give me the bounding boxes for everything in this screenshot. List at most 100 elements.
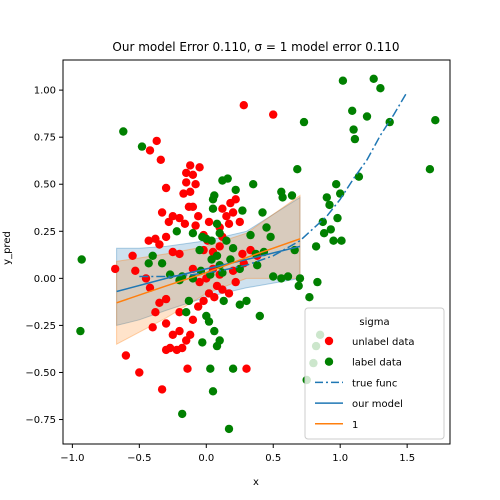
point-unlabel-data <box>183 364 192 373</box>
point-label-data <box>337 236 346 245</box>
point-label-data <box>206 364 215 373</box>
legend-label: label data <box>352 358 402 369</box>
chart-title: Our model Error 0.110, σ = 1 model error… <box>112 40 399 54</box>
point-label-data <box>311 242 321 251</box>
point-label-data <box>322 193 331 202</box>
point-label-data <box>332 180 341 189</box>
point-label-data <box>215 336 224 345</box>
line-our-model <box>116 245 301 293</box>
y-axis: −0.75 −0.50 −0.25 0.00 0.25 0.50 0.75 1.00 <box>25 86 63 426</box>
point-unlabel-data <box>175 326 184 336</box>
point-unlabel-data <box>224 219 234 228</box>
point-unlabel-data <box>231 195 240 204</box>
point-label-data <box>76 326 85 336</box>
point-unlabel-data <box>155 240 164 249</box>
x-tick-label: 0.5 <box>265 453 281 464</box>
point-unlabel-data <box>161 345 171 355</box>
point-unlabel-data <box>157 208 167 217</box>
point-label-data <box>219 296 228 306</box>
point-label-data <box>242 296 251 306</box>
point-label-data <box>235 300 244 309</box>
point-label-data <box>212 219 222 228</box>
point-label-data <box>350 134 360 144</box>
legend-label: our model <box>352 399 403 410</box>
point-label-data <box>295 274 305 283</box>
point-unlabel-data <box>141 274 151 283</box>
point-unlabel-data <box>194 212 203 221</box>
point-label-data <box>336 189 345 198</box>
point-label-data <box>338 76 348 85</box>
point-label-data <box>184 296 194 306</box>
point-label-data <box>137 142 147 151</box>
point-unlabel-data <box>195 277 204 287</box>
point-unlabel-data <box>161 319 171 328</box>
point-label-data <box>253 261 262 270</box>
y-tick-label: 0.25 <box>34 227 56 238</box>
legend-title: sigma <box>359 317 389 328</box>
x-axis: −1.0 −0.5 0.0 0.5 1.0 1.5 <box>60 444 415 464</box>
x-tick-label: −0.5 <box>127 453 151 464</box>
point-label-data <box>157 259 167 268</box>
point-label-data <box>293 165 302 174</box>
x-tick-label: 0.0 <box>198 453 214 464</box>
point-unlabel-data <box>218 204 227 213</box>
plot-area <box>76 74 440 434</box>
point-label-data <box>212 251 222 260</box>
point-unlabel-data <box>188 202 198 211</box>
point-label-data <box>362 112 372 121</box>
point-label-data <box>376 84 385 93</box>
point-unlabel-data <box>128 251 137 260</box>
point-unlabel-data <box>188 315 198 324</box>
point-unlabel-data <box>179 189 188 198</box>
point-label-data <box>269 272 278 281</box>
point-unlabel-data <box>175 249 184 259</box>
point-label-data <box>144 259 153 268</box>
y-tick-label: 0.00 <box>34 274 56 285</box>
point-unlabel-data <box>164 217 173 227</box>
point-label-data <box>231 185 240 195</box>
point-label-data <box>77 255 86 264</box>
point-label-data <box>305 293 314 302</box>
point-label-data <box>318 217 327 227</box>
point-label-data <box>329 236 338 245</box>
point-label-data <box>208 387 218 396</box>
point-label-data <box>258 208 267 217</box>
point-label-data <box>333 213 342 223</box>
point-label-data <box>287 191 297 200</box>
point-unlabel-data <box>228 208 238 217</box>
point-label-data <box>425 165 435 174</box>
legend-marker <box>324 336 334 346</box>
point-label-data <box>195 245 204 255</box>
point-unlabel-data <box>135 368 144 377</box>
point-label-data <box>283 272 293 281</box>
point-label-data <box>208 204 218 213</box>
point-unlabel-data <box>178 343 187 353</box>
y-tick-label: −0.25 <box>25 321 56 332</box>
line-1 <box>116 238 301 304</box>
point-label-data <box>249 180 258 189</box>
point-label-data <box>325 200 334 210</box>
point-label-data <box>369 74 378 84</box>
point-unlabel-data <box>180 219 190 228</box>
point-unlabel-data <box>144 236 153 245</box>
point-unlabel-data <box>182 336 191 345</box>
point-label-data <box>326 225 335 234</box>
point-unlabel-data <box>191 180 200 189</box>
point-label-data <box>238 206 247 215</box>
point-label-data <box>202 234 211 243</box>
point-unlabel-data <box>155 298 164 307</box>
point-label-data <box>255 311 264 321</box>
y-tick-label: 0.75 <box>34 133 56 144</box>
point-label-data <box>178 409 187 419</box>
plot-frame <box>62 59 451 445</box>
point-unlabel-data <box>182 178 191 187</box>
point-unlabel-data <box>269 110 278 119</box>
point-label-data <box>262 223 271 232</box>
point-unlabel-data <box>239 101 248 110</box>
legend-label: true func <box>352 378 397 389</box>
y-tick-label: 0.50 <box>34 180 56 191</box>
point-label-data <box>319 229 329 238</box>
point-label-data <box>354 172 364 181</box>
point-label-data <box>215 229 224 238</box>
